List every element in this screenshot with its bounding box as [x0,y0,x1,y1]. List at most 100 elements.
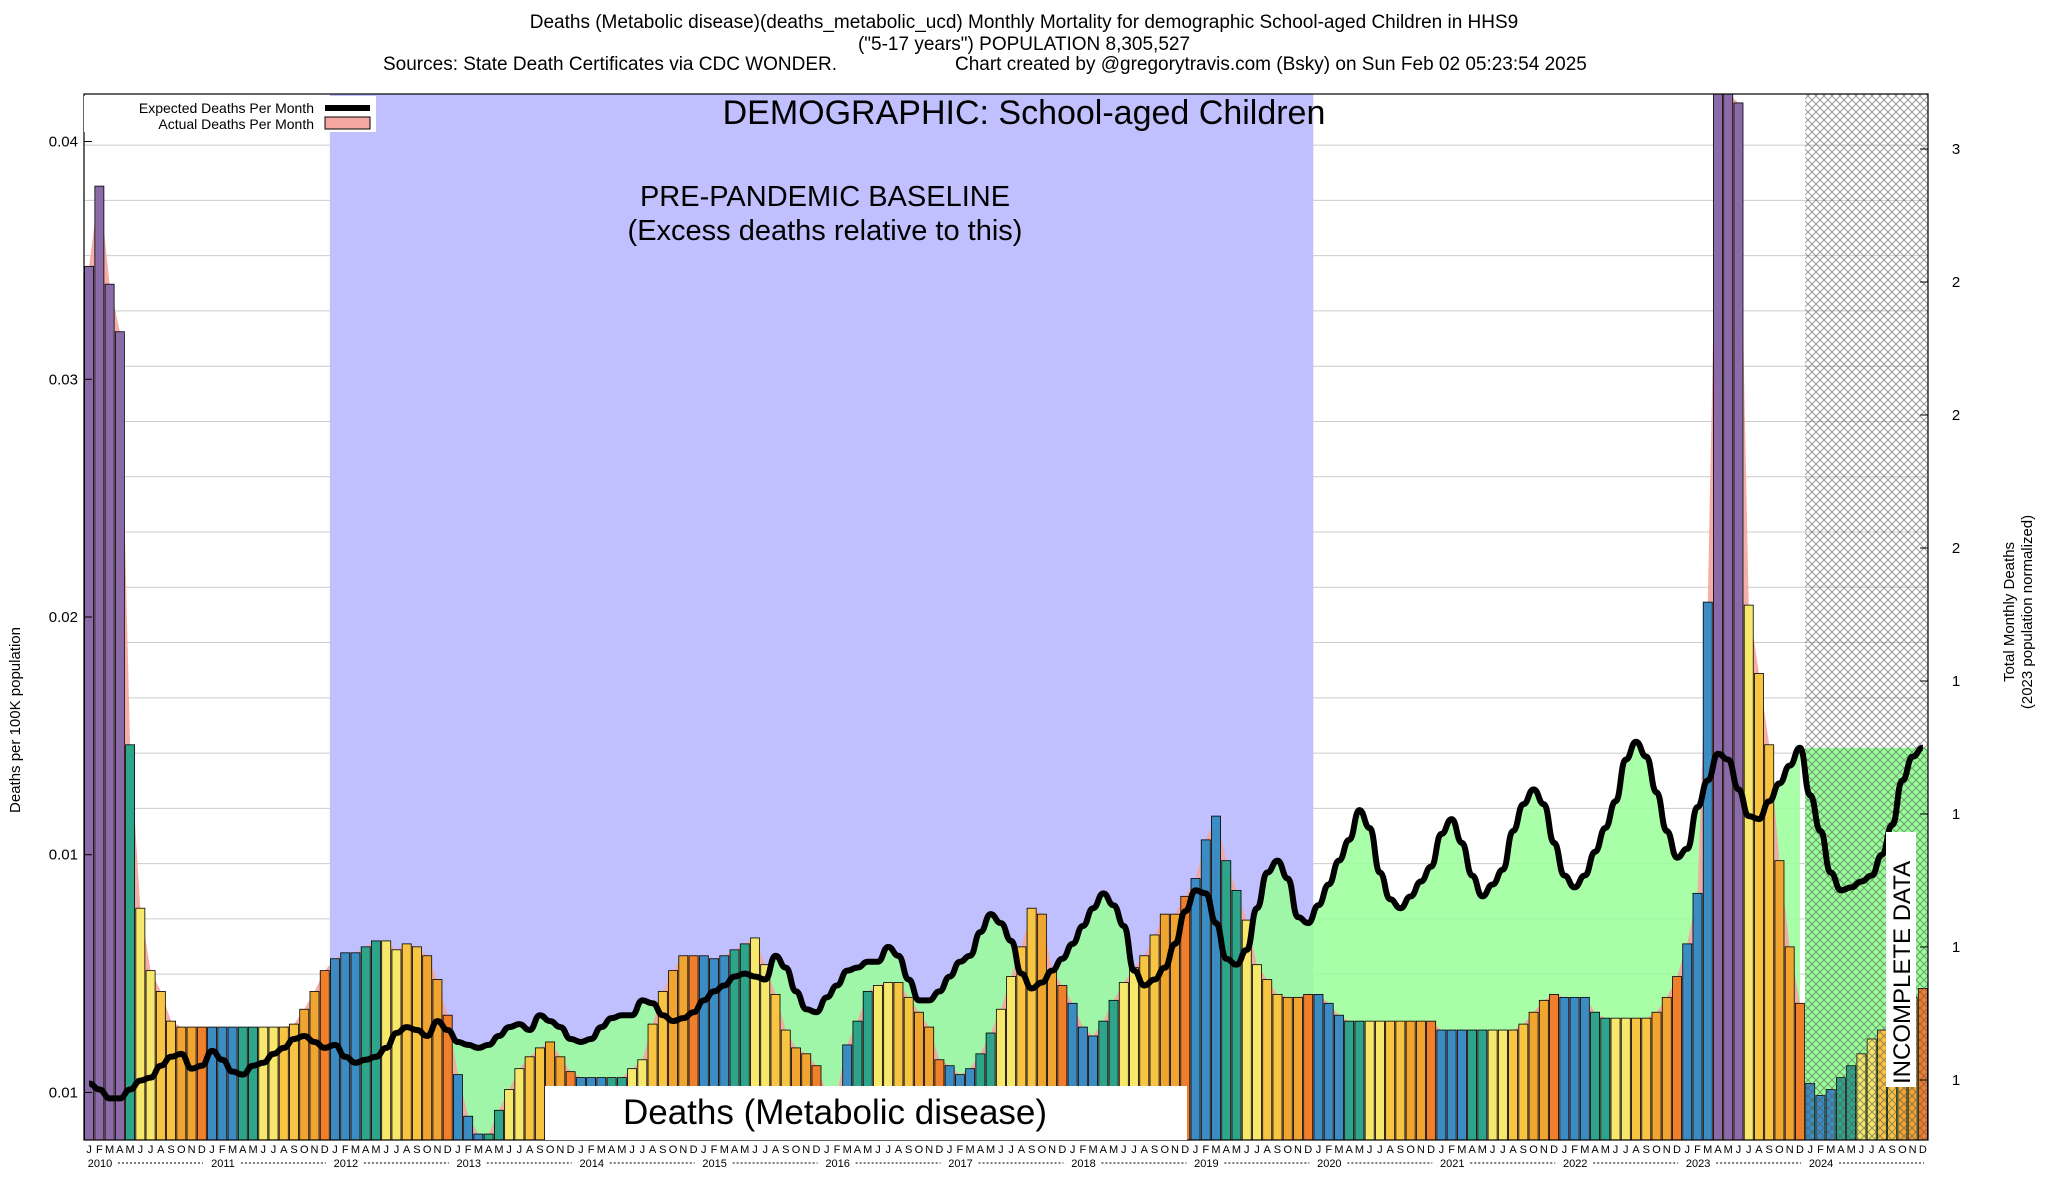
actual-bar [463,1115,474,1141]
year-label: 2020 [1317,1158,1341,1170]
actual-bar [524,1056,535,1141]
month-letter: F [1694,1144,1701,1156]
month-letter: D [1427,1144,1435,1156]
month-letter: A [772,1144,780,1156]
baseline-subtitle: (Excess deaths relative to this) [628,215,1023,247]
month-letter: J [1439,1144,1445,1156]
legend: Expected Deaths Per Month Actual Deaths … [84,96,376,132]
month-letter: S [905,1144,912,1156]
chart-title: DEMOGRAPHIC: School-aged Children [723,94,1326,132]
actual-bar [1477,1029,1488,1141]
actual-bar [258,1026,269,1141]
month-letter: A [731,1144,739,1156]
month-letter: D [935,1144,943,1156]
month-letter: D [1058,1144,1066,1156]
month-letter: J [763,1144,769,1156]
month-letter: N [188,1144,196,1156]
month-letter: D [444,1144,452,1156]
legend-label-expected: Expected Deaths Per Month [139,100,314,116]
month-letter: J [1859,1144,1865,1156]
month-letter: J [640,1144,646,1156]
month-letter: O [423,1144,432,1156]
month-letter: N [1417,1144,1425,1156]
actual-bar [1313,993,1324,1141]
month-letter: J [1685,1144,1691,1156]
month-letter: F [342,1144,349,1156]
month-letter: A [239,1144,247,1156]
month-letter: A [854,1144,862,1156]
month-letter: D [1673,1144,1681,1156]
month-letter: J [629,1144,635,1156]
month-letter: J [824,1144,830,1156]
actual-bar [1446,1029,1457,1141]
actual-bar [391,949,402,1141]
actual-bar [104,283,115,1141]
month-letter: D [1304,1144,1312,1156]
actual-bar [1190,878,1201,1141]
y2-tick-label: 1 [1952,806,1960,823]
month-letter: O [669,1144,678,1156]
month-letter: J [394,1144,400,1156]
month-letter: M [597,1144,606,1156]
month-letter: O [1406,1144,1415,1156]
actual-bar [1754,673,1764,1141]
month-letter: M [740,1144,749,1156]
subtitle-box [545,1086,1187,1140]
actual-bar [412,946,422,1141]
month-letter: J [1623,1144,1629,1156]
month-letter: F [1817,1144,1824,1156]
actual-bar [1272,993,1283,1141]
actual-bar [1395,1020,1406,1141]
month-letter: S [290,1144,297,1156]
actual-bar [483,1133,494,1141]
actual-bar [1282,996,1293,1141]
actual-bar [217,1026,228,1141]
actual-bar [432,979,443,1141]
month-letter: M [474,1144,483,1156]
actual-bar [268,1026,279,1141]
month-letter: A [1755,1144,1763,1156]
month-letter: A [485,1144,493,1156]
y2-tick-label: 2 [1952,540,1960,557]
month-letter: D [567,1144,575,1156]
actual-bar [84,265,95,1141]
header-line1: Deaths (Metabolic disease)(deaths_metabo… [529,12,1519,33]
actual-bar [1200,839,1211,1141]
actual-bar [1467,1029,1478,1141]
month-letter: J [1244,1144,1250,1156]
header-line2: ("5-17 years") POPULATION 8,305,527 [857,34,1191,55]
month-letter: O [915,1144,924,1156]
month-letter: J [1736,1144,1742,1156]
actual-bar [1231,889,1242,1141]
month-letter: M [351,1144,360,1156]
month-letter: M [1478,1144,1487,1156]
month-letter: O [546,1144,555,1156]
y2-tick-label: 1 [1952,939,1960,956]
header-sources: Sources: State Death Certificates via CD… [383,54,838,75]
actual-bar [1590,1011,1600,1141]
month-letter: A [1223,1144,1231,1156]
month-letter: J [875,1144,881,1156]
month-letter: D [690,1144,698,1156]
month-letter: J [138,1144,144,1156]
month-letter: A [1632,1144,1640,1156]
month-letter: F [1079,1144,1086,1156]
actual-bar [504,1089,515,1141]
month-letter: J [1869,1144,1875,1156]
actual-bar [1385,1020,1396,1141]
actual-bar [1559,996,1570,1141]
month-letter: J [1254,1144,1260,1156]
month-letter: J [1500,1144,1506,1156]
month-letter: A [157,1144,165,1156]
actual-bar [1682,943,1693,1141]
actual-bar [309,991,320,1141]
actual-bar [1211,815,1221,1141]
actual-bar [207,1026,217,1141]
actual-bar [1456,1029,1467,1141]
month-letter: J [1562,1144,1568,1156]
month-letter: J [752,1144,758,1156]
actual-bar [1702,601,1713,1141]
month-letter: A [280,1144,288,1156]
month-letter: J [885,1144,891,1156]
actual-bar [1743,604,1754,1141]
